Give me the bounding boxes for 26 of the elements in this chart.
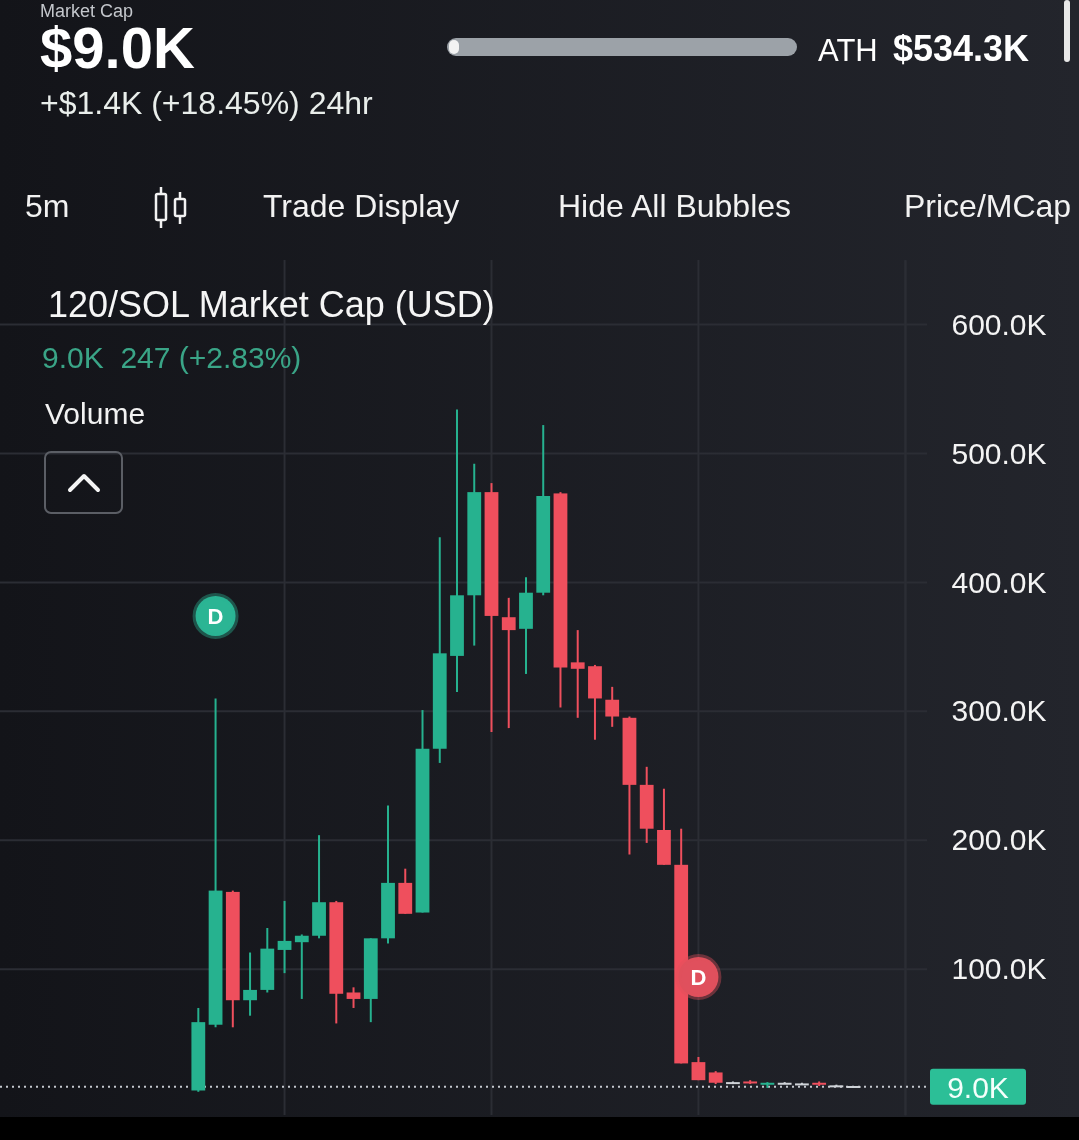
- y-tick-label: 100.0K: [951, 952, 1047, 986]
- annotation: D: [207, 603, 224, 629]
- candlestick: [570, 629, 585, 719]
- candlestick: [243, 951, 257, 1017]
- text: 9.0K 247 (+2.83%): [42, 341, 302, 374]
- candlestick: [277, 899, 292, 975]
- y-tick-label: 500.0K: [951, 436, 1047, 470]
- candlestick: [346, 986, 361, 1009]
- text: Hide All Bubbles: [558, 188, 792, 224]
- text: ATH: [818, 33, 878, 68]
- candlestick: [605, 685, 620, 728]
- annotation: D: [690, 965, 707, 991]
- candlestick: [294, 933, 309, 1000]
- text: +$1.4K (+18.45%) 24hr: [40, 85, 374, 121]
- text: $534.3K: [893, 28, 1030, 69]
- text: 5m: [25, 188, 70, 224]
- y-tick-label: 600.0K: [951, 307, 1047, 341]
- candlestick: [501, 596, 516, 730]
- text: Trade Display: [263, 188, 460, 224]
- y-tick-label: 300.0K: [951, 694, 1047, 728]
- text: 120/SOL Market Cap (USD): [48, 284, 495, 325]
- y-tick-label: 400.0K: [951, 565, 1047, 599]
- ref-line-label: 9.0K: [947, 1070, 1009, 1104]
- annotation: Volume: [45, 397, 146, 430]
- text: Price/MCap: [904, 188, 1072, 224]
- y-tick-label: 200.0K: [951, 823, 1047, 857]
